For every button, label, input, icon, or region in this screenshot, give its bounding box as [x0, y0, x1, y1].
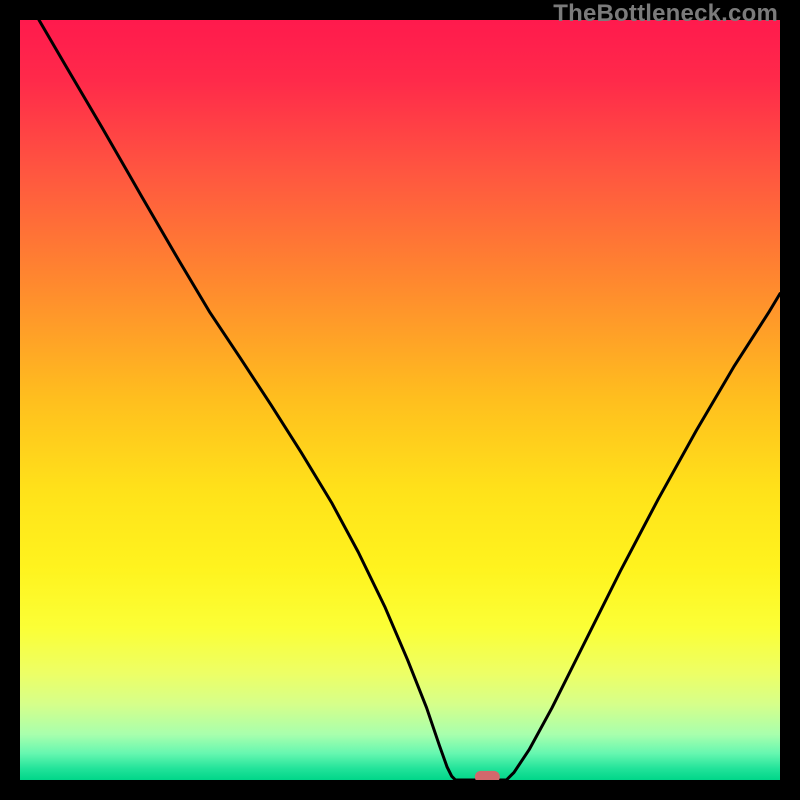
plot-area — [20, 20, 780, 780]
curve-right-branch — [506, 294, 780, 780]
canvas: TheBottleneck.com — [0, 0, 800, 800]
curves-layer — [20, 20, 780, 780]
border-left — [0, 0, 20, 800]
attribution-text: TheBottleneck.com — [553, 0, 778, 28]
border-right — [780, 0, 800, 800]
curve-left-branch — [39, 20, 455, 780]
border-bottom — [0, 780, 800, 800]
